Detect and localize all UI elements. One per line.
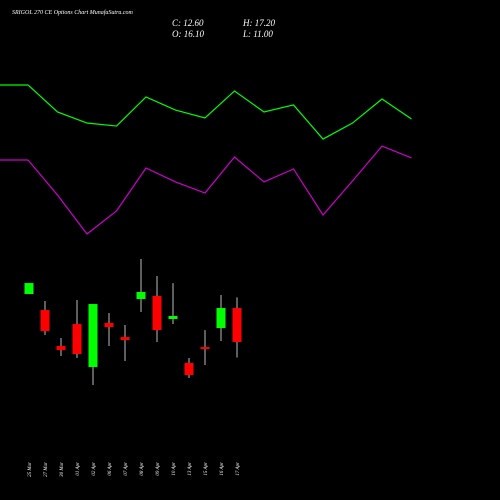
x-tick-label: 10 Apr	[172, 462, 177, 476]
header-low: L: 11.00	[242, 29, 273, 39]
candle-body	[88, 304, 98, 368]
x-tick-label: 07 Apr	[124, 462, 129, 476]
x-tick-label: 16 Apr	[220, 462, 225, 476]
x-tick-label: 25 Mar	[28, 462, 33, 477]
x-tick-label: 15 Apr	[204, 462, 209, 476]
header-high: H: 17.20	[242, 18, 275, 28]
x-tick-label: 30 Mar	[60, 462, 65, 477]
candle-body	[24, 283, 34, 295]
line-series	[27, 84, 412, 140]
x-tick-label: 02 Apr	[92, 462, 97, 476]
x-tick-label: 08 Apr	[140, 462, 145, 476]
x-tick-label: 13 Apr	[188, 462, 193, 476]
x-tick-label: 06 Apr	[108, 462, 113, 476]
candle-body	[104, 322, 114, 328]
x-tick-label: 01 Apr	[76, 462, 81, 476]
candle-body	[184, 362, 194, 376]
candle-body	[168, 315, 178, 319]
header-open: O: 16.10	[172, 29, 204, 39]
chart-title: SRIGOL 270 CE Options Chart MunafaSutra.…	[12, 9, 134, 16]
candle-body	[120, 337, 130, 341]
candle-body	[200, 347, 210, 350]
candle-body	[40, 310, 50, 332]
x-tick-label: 27 Mar	[44, 462, 49, 477]
header-close: C: 12.60	[172, 18, 204, 28]
line-series	[27, 145, 412, 235]
x-tick-label: 09 Apr	[156, 462, 161, 476]
x-tick-label: 17 Apr	[236, 462, 241, 476]
candle-body	[232, 308, 242, 343]
candle-body	[72, 324, 82, 355]
candle-body	[56, 345, 66, 351]
candle-body	[216, 308, 226, 329]
candle-body	[136, 291, 146, 299]
candle-body	[152, 295, 162, 331]
